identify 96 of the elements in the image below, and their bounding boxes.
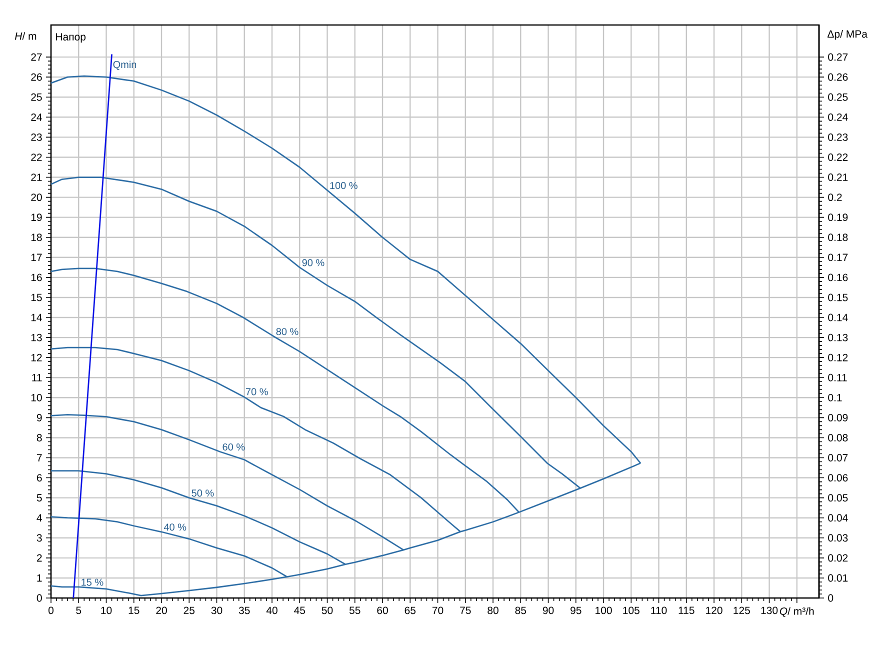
x-tick-label: 125: [734, 606, 750, 614]
y2-tick-label: 0.23: [828, 133, 848, 141]
y2-tick-label: 0.1: [828, 394, 842, 402]
y2-tick-label: 0.2: [828, 194, 842, 202]
y2-tick-label: 0.14: [828, 314, 848, 322]
y2-tick-label: 0.05: [828, 494, 848, 502]
x-tick-label: 95: [570, 606, 582, 614]
x-tick-label: 130: [761, 606, 778, 614]
y2-tick-label: 0.16: [828, 274, 848, 282]
x-tick-label: 55: [349, 606, 360, 614]
y-tick-label: 23: [31, 133, 42, 141]
y-tick-label: 6: [36, 474, 42, 482]
x-tick-label: 105: [623, 606, 640, 614]
y-tick-label: 18: [31, 234, 42, 242]
y2-tick-label: 0.02: [828, 554, 848, 562]
y2-tick-label: 0.18: [828, 234, 848, 242]
x-tick-label: 0: [48, 606, 54, 614]
y-tick-label: 10: [31, 394, 42, 402]
y-tick-label: 19: [31, 214, 42, 222]
y2-tick-label: 0.06: [828, 474, 848, 482]
y-tick-label: 14: [31, 314, 42, 322]
y2-tick-label: 0.01: [828, 574, 848, 582]
x-tick-label: 60: [377, 606, 388, 614]
annotation: 100 %: [330, 182, 358, 190]
x-tick-label: 80: [488, 606, 498, 614]
annotation: 40 %: [164, 524, 186, 531]
x-tick-label: 120: [706, 606, 722, 614]
y-tick-label: 16: [31, 274, 42, 282]
y-tick-label: 21: [31, 174, 42, 181]
y-tick-label: 8: [36, 434, 42, 442]
y2-tick-label: 0.08: [828, 434, 848, 442]
y2-tick-label: 0.25: [828, 93, 848, 101]
x-axis-title: Q/ m³/h: [780, 607, 814, 617]
x-tick-label: 45: [294, 606, 306, 614]
y-tick-label: 27: [31, 53, 42, 61]
y2-axis-title: Δp/ MPa: [828, 30, 868, 40]
x-tick-label: 110: [651, 606, 667, 614]
x-tick-label: 115: [678, 606, 694, 614]
y2-tick-label: 0.07: [828, 454, 848, 462]
y2-tick-label: 0.21: [828, 174, 848, 181]
y-tick-label: 2: [36, 554, 42, 562]
text: Напор: [56, 33, 86, 43]
y2-tick-label: 0.17: [828, 254, 848, 262]
y-tick-label: 5: [36, 494, 42, 502]
x-tick-label: 90: [542, 606, 554, 614]
y-tick-label: 13: [31, 334, 42, 342]
annotation: Qmin: [113, 60, 136, 70]
x-tick-label: 65: [404, 606, 416, 614]
x-tick-label: 85: [515, 606, 526, 614]
y-tick-label: 17: [31, 254, 42, 262]
y-tick-label: 24: [31, 114, 42, 121]
x-tick-label: 40: [266, 606, 278, 614]
y2-tick-label: 0.03: [828, 534, 848, 542]
x-tick-label: 30: [211, 606, 222, 614]
x-tick-label: 10: [101, 606, 112, 614]
annotation: 50 %: [192, 490, 214, 497]
y2-tick-label: 0.12: [828, 354, 848, 362]
y2-tick-label: 0.19: [828, 214, 848, 222]
x-tick-label: 70: [432, 606, 444, 614]
y-tick-label: 0: [36, 594, 42, 602]
y-tick-label: 26: [31, 73, 42, 81]
y-tick-label: 4: [36, 514, 42, 522]
y2-tick-label: 0.22: [828, 154, 848, 161]
y-tick-label: 25: [31, 93, 42, 101]
y-tick-label: 22: [31, 154, 42, 161]
annotation: 70 %: [246, 388, 268, 396]
x-tick-label: 25: [184, 606, 195, 614]
y2-tick-label: 0.15: [828, 294, 848, 302]
y-tick-label: 1: [37, 574, 42, 582]
y2-tick-label: 0: [828, 594, 834, 602]
x-tick-label: 100: [596, 606, 612, 614]
y-tick-label: 11: [32, 374, 42, 382]
y-tick-label: 9: [36, 414, 42, 422]
annotation: 15 %: [82, 578, 104, 586]
x-tick-label: 5: [76, 606, 82, 614]
y2-tick-label: 0.13: [828, 334, 848, 342]
y2-tick-label: 0.24: [828, 113, 848, 121]
x-tick-label: 15: [128, 606, 140, 614]
y-tick-label: 7: [36, 454, 42, 462]
y-tick-label: 15: [31, 294, 42, 302]
y2-tick-label: 0.27: [828, 53, 848, 61]
annotation: 80 %: [276, 328, 298, 336]
annotation: 90 %: [302, 259, 324, 266]
x-tick-label: 75: [460, 606, 471, 614]
x-tick-label: 20: [156, 606, 167, 614]
y2-tick-label: 0.26: [828, 73, 848, 81]
y-tick-label: 3: [36, 534, 42, 542]
annotation: 60 %: [222, 443, 245, 451]
y-tick-label: 12: [31, 354, 42, 362]
y2-tick-label: 0.09: [828, 414, 848, 422]
y-axis-title: H/ m: [14, 32, 36, 40]
y-tick-label: 20: [31, 194, 42, 202]
x-tick-label: 35: [238, 606, 250, 614]
y2-tick-label: 0.11: [828, 374, 847, 382]
y2-tick-label: 0.04: [828, 514, 848, 522]
x-tick-label: 50: [322, 606, 333, 614]
